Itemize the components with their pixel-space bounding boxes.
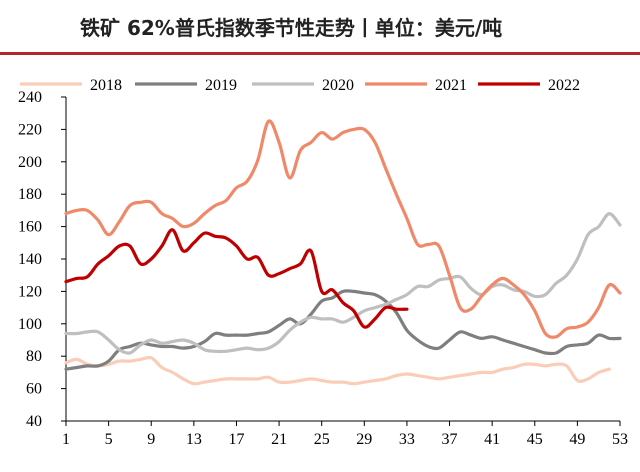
x-tick-label: 1 — [62, 431, 70, 448]
x-tick-label: 49 — [569, 431, 585, 448]
y-tick-label: 200 — [18, 154, 42, 171]
y-tick-label: 60 — [26, 381, 42, 398]
y-tick-label: 220 — [18, 121, 42, 138]
y-tick-label: 40 — [26, 413, 42, 430]
y-tick-label: 140 — [18, 251, 42, 268]
series-line-2018 — [64, 355, 611, 386]
x-tick-label: 41 — [484, 431, 500, 448]
y-tick-label: 180 — [18, 186, 42, 203]
legend-label-2021: 2021 — [435, 77, 467, 94]
x-tick-label: 13 — [186, 431, 202, 448]
x-tick-label: 53 — [612, 431, 628, 448]
x-tick-label: 5 — [105, 431, 113, 448]
series-line-2019 — [64, 289, 622, 371]
y-tick-label: 120 — [18, 283, 42, 300]
chart-title: 铁矿 62%普氏指数季节性走势丨单位：美元/吨 — [80, 16, 503, 40]
title-divider — [0, 52, 640, 55]
x-tick-label: 17 — [228, 431, 244, 448]
x-tick-label: 29 — [356, 431, 372, 448]
x-tick-label: 21 — [271, 431, 287, 448]
x-tick-label: 9 — [147, 431, 155, 448]
x-axis-ticks: 1 5 9 13 17 21 25 29 33 37 41 45 49 53 — [62, 421, 628, 448]
legend-label-2018: 2018 — [90, 77, 122, 94]
legend-label-2020: 2020 — [322, 77, 354, 94]
legend-label-2019: 2019 — [205, 77, 237, 94]
y-tick-label: 80 — [26, 348, 42, 365]
y-tick-label: 160 — [18, 219, 42, 236]
x-tick-label: 25 — [314, 431, 330, 448]
series-line-2022 — [64, 228, 409, 329]
legend: 2018 2019 2020 2021 2022 — [20, 77, 580, 94]
series-lines — [64, 119, 622, 386]
x-tick-label: 33 — [399, 431, 415, 448]
series-line-2021 — [64, 119, 622, 339]
legend-label-2022: 2022 — [548, 77, 580, 94]
x-tick-label: 37 — [442, 431, 458, 448]
y-tick-label: 100 — [18, 316, 42, 333]
y-axis-ticks: 40 60 80 100 120 140 160 180 200 220 240 — [18, 89, 66, 430]
y-tick-label: 240 — [18, 89, 42, 106]
series-line-2020 — [64, 212, 622, 355]
x-tick-label: 45 — [527, 431, 543, 448]
